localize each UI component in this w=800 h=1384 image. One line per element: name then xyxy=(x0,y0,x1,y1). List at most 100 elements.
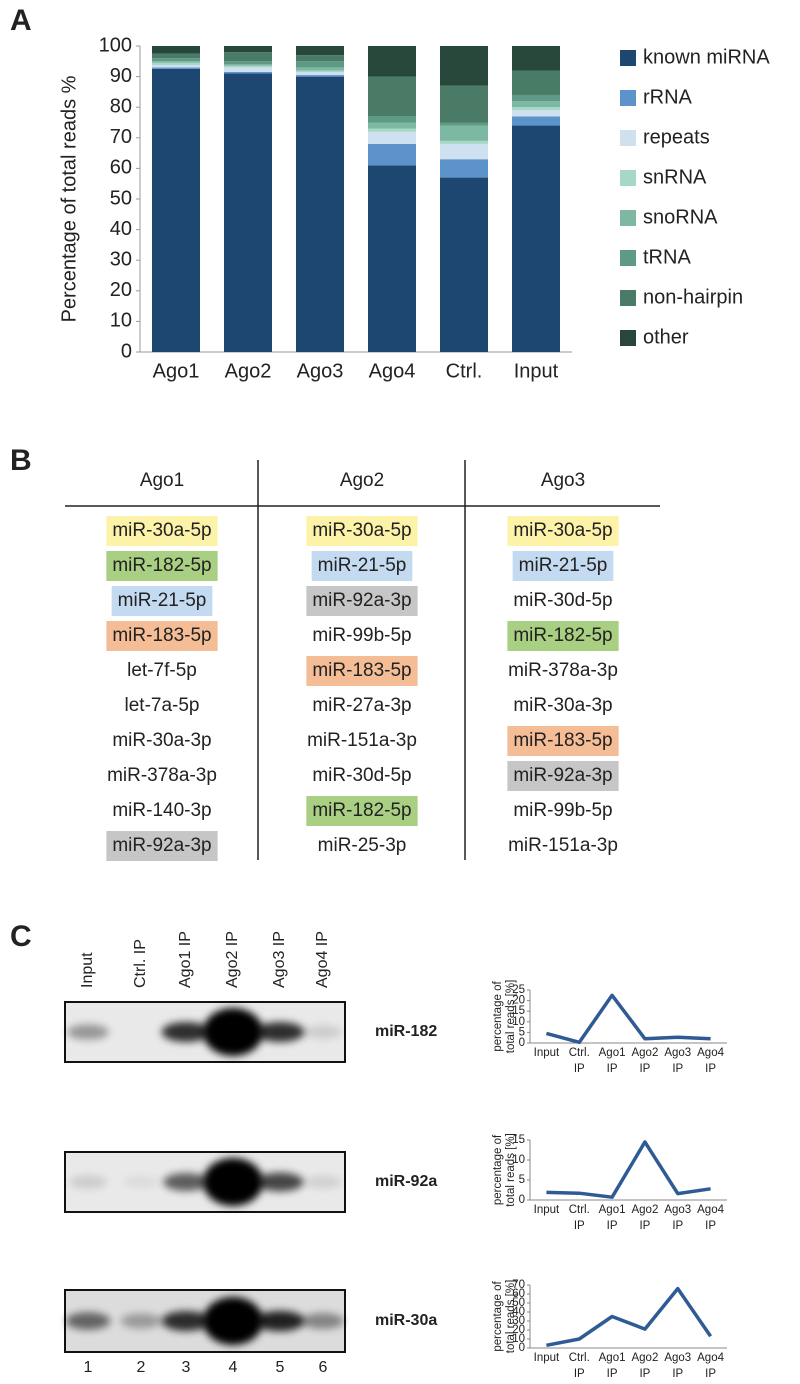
bar-segment xyxy=(512,94,560,102)
panel-label: B xyxy=(10,444,32,477)
x-tick-label: Ago1 xyxy=(599,1204,626,1216)
panel-label: C xyxy=(10,920,32,953)
x-tick-label: Ctrl. xyxy=(569,1352,590,1364)
cell-highlight xyxy=(306,586,418,616)
table-cell: miR-92a-3p xyxy=(312,590,411,611)
cell-highlight xyxy=(507,621,619,651)
lane-number: 3 xyxy=(182,1359,191,1376)
bar-segment xyxy=(224,73,272,352)
y-tick-label: 90 xyxy=(110,65,132,87)
table-cell: miR-92a-3p xyxy=(112,835,211,856)
y-tick-label: 0 xyxy=(519,1037,525,1049)
bar-segment xyxy=(512,107,560,111)
table-cell: miR-25-3p xyxy=(318,835,407,856)
table-cell: miR-30a-3p xyxy=(112,730,211,751)
cell-highlight xyxy=(507,726,619,756)
legend-swatch xyxy=(620,50,636,66)
table-header: Ago2 xyxy=(340,470,384,491)
legend-swatch xyxy=(620,130,636,146)
y-tick-label: 60 xyxy=(110,157,132,179)
x-tick-label: Ago2 xyxy=(225,360,272,382)
blot-band xyxy=(122,1175,160,1189)
line xyxy=(545,993,711,1045)
x-tick-label: Ago4 xyxy=(697,1352,724,1364)
table-cell: miR-378a-3p xyxy=(508,660,618,681)
legend-swatch xyxy=(620,210,636,226)
x-tick-label: IP xyxy=(639,1220,650,1232)
cell-highlight xyxy=(512,551,614,581)
table-cell: miR-21-5p xyxy=(519,555,608,576)
x-tick-label: Ctrl. xyxy=(569,1204,590,1216)
table-cell: miR-27a-3p xyxy=(312,695,411,716)
probe-label: miR-30a xyxy=(375,1312,437,1329)
probe-label: miR-182 xyxy=(375,1023,437,1040)
line xyxy=(546,1286,713,1348)
blot-band xyxy=(161,1311,211,1331)
blot-band xyxy=(161,1022,211,1042)
x-tick-label: Ago3 xyxy=(664,1352,691,1364)
table-cell: miR-30d-5p xyxy=(312,765,411,786)
bar-segment xyxy=(296,61,344,68)
blot-band xyxy=(203,1158,263,1206)
table-cell: miR-183-5p xyxy=(112,625,211,646)
x-tick-label: IP xyxy=(705,1063,716,1075)
legend-label: non-hairpin xyxy=(643,286,743,308)
bar-segment xyxy=(512,101,560,108)
table-cell: miR-99b-5p xyxy=(513,800,612,821)
blot-band xyxy=(256,1172,304,1192)
y-tick-label: 60 xyxy=(512,1288,525,1300)
lane-number: 4 xyxy=(229,1359,238,1376)
legend-swatch xyxy=(620,290,636,306)
blot-band xyxy=(120,1313,162,1329)
y-axis-label: total reads [%] xyxy=(505,1280,517,1354)
table-cell: miR-92a-3p xyxy=(513,765,612,786)
x-tick-label: Ago4 xyxy=(697,1204,724,1216)
table-header: Ago1 xyxy=(140,470,184,491)
blot-band xyxy=(203,1297,263,1345)
legend-swatch xyxy=(620,330,636,346)
x-tick-label: IP xyxy=(607,1368,618,1380)
table-cell: miR-21-5p xyxy=(118,590,207,611)
y-tick-label: 20 xyxy=(512,1324,525,1336)
bar-segment xyxy=(296,72,344,76)
table-cell: miR-140-3p xyxy=(112,800,211,821)
x-tick-label: Ago3 xyxy=(664,1204,691,1216)
y-tick-label: 40 xyxy=(110,218,132,240)
table-cell: miR-182-5p xyxy=(513,625,612,646)
y-axis-label: total reads [%] xyxy=(505,980,517,1054)
table-cell: miR-30d-5p xyxy=(513,590,612,611)
legend-label: tRNA xyxy=(643,246,691,268)
x-tick-label: Ago2 xyxy=(631,1352,658,1364)
bar-segment xyxy=(152,67,200,69)
y-tick-label: 5 xyxy=(519,1174,525,1186)
x-tick-label: IP xyxy=(672,1368,683,1380)
table-cell: let-7f-5p xyxy=(127,660,197,681)
bar-segment xyxy=(512,46,560,71)
bar-segment xyxy=(224,46,272,53)
x-tick-label: IP xyxy=(574,1368,585,1380)
blot-band xyxy=(255,1022,305,1042)
lane-label: Ago4 IP xyxy=(314,931,331,988)
bar-segment xyxy=(440,143,488,160)
x-tick-label: Ctrl. xyxy=(569,1047,590,1059)
x-tick-label: IP xyxy=(672,1220,683,1232)
cell-highlight xyxy=(507,516,619,546)
blot-band xyxy=(67,1024,109,1040)
y-axis-label: total reads [%] xyxy=(505,1133,517,1207)
cell-highlight xyxy=(106,516,218,546)
table-cell: miR-30a-3p xyxy=(513,695,612,716)
bar-segment xyxy=(440,177,488,352)
cell-highlight xyxy=(311,551,413,581)
y-tick-label: 10 xyxy=(512,1016,525,1028)
x-tick-label: Ago4 xyxy=(369,360,416,382)
bar-segment xyxy=(296,70,344,73)
y-tick-label: 10 xyxy=(512,1154,525,1166)
x-tick-label: Ago4 xyxy=(697,1047,724,1059)
table-cell: miR-378a-3p xyxy=(107,765,217,786)
bar-segment xyxy=(368,143,416,166)
blot-band xyxy=(163,1173,209,1191)
table-cell: miR-151a-3p xyxy=(508,835,618,856)
bar-segment xyxy=(152,64,200,68)
y-tick-label: 0 xyxy=(519,1194,525,1206)
